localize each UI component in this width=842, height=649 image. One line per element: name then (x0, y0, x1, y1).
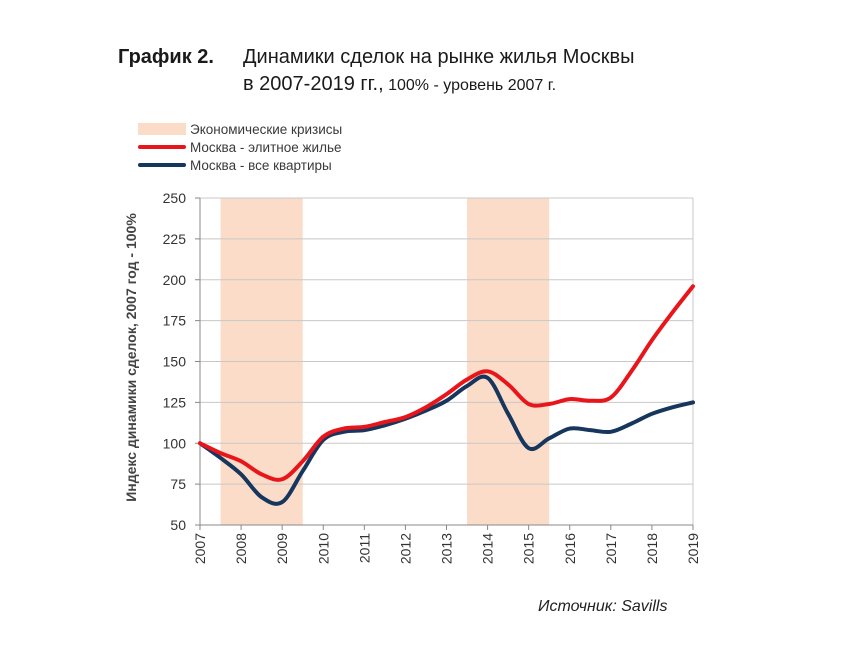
chart-subtitle: 100% - уровень 2007 г. (383, 77, 557, 94)
legend-item-elite: Москва - элитное жилье (138, 138, 342, 156)
source-note: Источник: Savills (538, 598, 668, 615)
y-axis-title: Индекс динамики сделок, 2007 год - 100% (123, 213, 139, 502)
chart-title-line2: в 2007-2019 гг., 100% - уровень 2007 г. (118, 71, 634, 99)
x-tick-label-2009: 2009 (274, 533, 290, 564)
y-tick-label-125: 125 (163, 394, 187, 410)
y-tick-label-250: 250 (163, 190, 187, 206)
legend-item-crisis: Экономические кризисы (138, 120, 342, 138)
legend-swatch-elite (138, 145, 186, 149)
chart-number: График 2. (118, 46, 214, 68)
legend-swatch-crisis (138, 123, 186, 135)
x-tick-label-2015: 2015 (521, 533, 537, 564)
x-tick-label-2013: 2013 (439, 533, 455, 564)
legend-swatch-all (138, 163, 186, 167)
x-tick-label-2016: 2016 (562, 533, 578, 564)
y-tick-label-175: 175 (163, 313, 187, 329)
x-tick-label-2014: 2014 (480, 533, 496, 564)
y-tick-label-75: 75 (170, 476, 186, 492)
y-tick-label-200: 200 (163, 272, 187, 288)
x-tick-label-2017: 2017 (603, 533, 619, 564)
legend-label-all: Москва - все квартиры (190, 157, 332, 173)
x-tick-label-2011: 2011 (356, 533, 372, 563)
series-line-elite (198, 284, 695, 482)
x-tick-label-2008: 2008 (233, 533, 249, 564)
legend-label-elite: Москва - элитное жилье (190, 139, 342, 155)
chart-title: График 2. Динамики сделок на рынке жилья… (118, 44, 634, 99)
x-tick-label-2018: 2018 (644, 533, 660, 564)
y-tick-label-225: 225 (163, 231, 187, 247)
chart-title-line1: Динамики сделок на рынке жилья Москвы (243, 46, 635, 68)
y-tick-label-50: 50 (170, 517, 186, 533)
x-tick-label-2007: 2007 (192, 533, 208, 564)
chart-legend: Экономические кризисы Москва - элитное ж… (138, 120, 342, 174)
legend-label-crisis: Экономические кризисы (190, 121, 343, 137)
series-line-all (198, 374, 695, 506)
y-tick-label-150: 150 (163, 354, 187, 370)
chart-title-period: в 2007-2019 гг., (243, 73, 384, 95)
x-tick-label-2012: 2012 (397, 533, 413, 564)
x-tick-label-2019: 2019 (685, 533, 701, 564)
y-tick-label-100: 100 (163, 435, 187, 451)
x-tick-label-2010: 2010 (315, 533, 331, 564)
legend-item-all: Москва - все квартиры (138, 156, 342, 174)
